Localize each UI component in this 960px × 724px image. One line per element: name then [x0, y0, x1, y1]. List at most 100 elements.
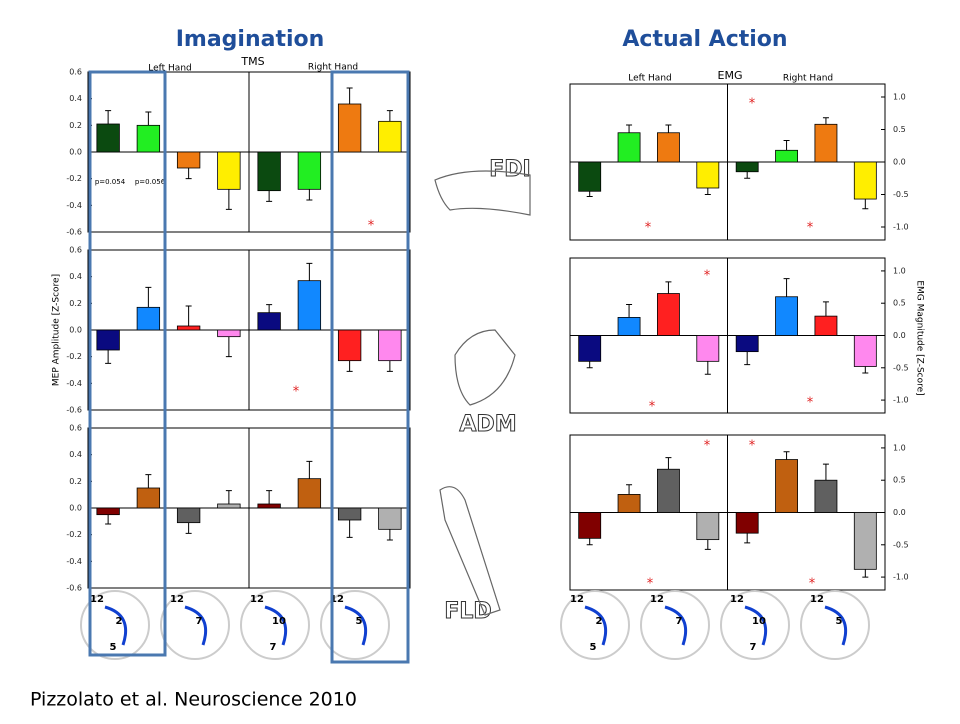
error-bar [626, 484, 633, 495]
error-bar [346, 520, 353, 538]
annotation: p=0.054 [95, 178, 126, 186]
error-bar [105, 110, 112, 124]
y-axis-title: MEP Amplitude [Z-Score] [52, 274, 62, 386]
clock-arrow [104, 605, 128, 646]
y-tick-label: 0.5 [893, 299, 906, 308]
annotation: * [368, 219, 375, 234]
bar [696, 161, 720, 189]
error-bar [744, 171, 751, 179]
error-bar [704, 539, 711, 550]
bar [337, 507, 362, 521]
bar [657, 132, 680, 163]
right-hand-label: Right Hand [308, 63, 358, 73]
error-bar [266, 190, 273, 202]
clock-label: 5 [836, 616, 843, 627]
y-tick-label: -0.2 [66, 174, 82, 183]
error-bar [306, 189, 313, 201]
clock-label: 7 [270, 642, 277, 653]
error-bar [145, 286, 152, 308]
clock-face [160, 590, 230, 660]
muscle-label: ADM [459, 412, 516, 437]
clock-label: 7 [750, 642, 757, 653]
y-tick-label: 0.0 [69, 326, 82, 335]
clock-label: 5 [110, 642, 117, 653]
y-tick-label: -0.6 [66, 406, 82, 415]
clock-arrow [824, 605, 848, 646]
clock-label: 12 [330, 594, 344, 605]
clock-arrow [344, 605, 368, 646]
clock-label: 12 [170, 594, 184, 605]
y-tick-label: 0.6 [69, 68, 82, 77]
y-tick-label: 0.0 [69, 148, 82, 157]
clock-label: 12 [90, 594, 104, 605]
y-tick-label: -0.4 [66, 201, 82, 210]
bar [735, 161, 759, 173]
clock-arrow [264, 605, 288, 646]
clock-label: 10 [752, 616, 766, 627]
error-bar [346, 360, 353, 372]
bar [617, 132, 641, 163]
bar [617, 317, 641, 336]
error-bar [306, 262, 313, 281]
error-bar [185, 522, 192, 534]
error-bar [822, 301, 829, 317]
bar [657, 468, 680, 513]
clock-face [640, 590, 710, 660]
bar [136, 306, 161, 331]
bar [176, 507, 201, 524]
bar [578, 161, 602, 192]
error-bar [306, 460, 313, 479]
error-bar [822, 463, 829, 481]
clock-label: 7 [196, 616, 203, 627]
bar [136, 124, 161, 153]
bar [96, 123, 120, 153]
clock-label: 5 [356, 616, 363, 627]
clock-face [80, 590, 150, 660]
highlight-box [330, 70, 410, 664]
bar [814, 123, 838, 163]
error-bar [626, 124, 633, 133]
clock-label: 12 [730, 594, 744, 605]
bar [696, 335, 720, 362]
left-hand-label: Left Hand [628, 74, 672, 84]
y-tick-label: -0.4 [66, 557, 82, 566]
y-tick-label: 1.0 [893, 93, 906, 102]
annotation: * [704, 269, 711, 284]
y-tick-label: 0.4 [69, 450, 82, 459]
clock-label: 10 [272, 616, 286, 627]
error-bar [185, 168, 192, 180]
y-tick-label: 0.4 [69, 94, 82, 103]
bar [337, 103, 362, 153]
clock-arrow [744, 605, 768, 646]
tms-label: TMS [240, 55, 264, 68]
bar [337, 329, 362, 362]
bar [217, 329, 241, 338]
error-bar [266, 490, 273, 504]
bar [257, 151, 281, 192]
error-bar [744, 533, 751, 544]
emg-label: EMG [718, 69, 743, 82]
annotation: * [704, 439, 711, 454]
error-bar [386, 529, 393, 541]
y-tick-label: -0.6 [66, 228, 82, 237]
bar [176, 325, 201, 331]
annotation: * [749, 439, 756, 454]
clock-label: 7 [676, 616, 683, 627]
bar [853, 161, 877, 200]
y-tick-label: -0.5 [893, 540, 909, 549]
clock-face [800, 590, 870, 660]
y-tick-label: -0.2 [66, 530, 82, 539]
bar [257, 312, 281, 331]
error-bar [665, 281, 672, 294]
error-bar [586, 538, 593, 546]
y-tick-label: -0.5 [893, 190, 909, 199]
bar [297, 151, 322, 190]
clock-label: 12 [810, 594, 824, 605]
bar [136, 487, 161, 509]
annotation: * [807, 221, 814, 236]
annotation: * [293, 385, 300, 400]
error-bar [105, 350, 112, 364]
bar [578, 335, 602, 362]
error-bar [783, 140, 790, 151]
